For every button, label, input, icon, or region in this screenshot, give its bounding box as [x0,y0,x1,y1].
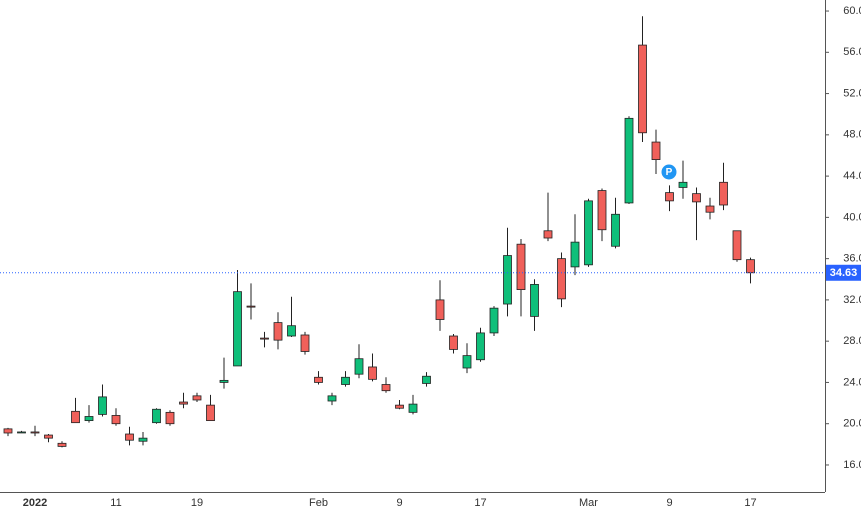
candle-body [314,376,323,383]
candle-body [219,379,229,383]
candle-body [165,411,175,425]
x-tick-label: 9 [666,497,672,509]
x-tick-label: 17 [744,497,756,509]
candle-body [125,433,134,441]
annotation-badge [661,164,677,180]
x-tick-label: Mar [579,497,598,509]
candle-body [44,434,53,439]
y-tick-label: 24.00 [843,376,861,388]
y-tick-label: 60.00 [843,5,861,17]
candle-body [422,375,431,384]
candle-body [692,193,701,203]
candle-body [138,437,148,442]
y-tick-label: 20.00 [843,418,861,430]
y-tick-label: 52.00 [843,87,861,99]
candle-body [638,44,647,134]
candle-body [3,428,13,434]
candle-body [30,431,40,434]
candle-body [260,337,269,340]
candle-body [489,307,499,334]
last-price-label: 34.63 [830,267,858,279]
last-price-box [826,264,861,281]
y-tick-label: 40.00 [843,211,861,223]
candle-body [435,299,445,320]
candle-body [233,291,242,367]
candle-body [732,230,742,261]
candle-body [570,241,580,268]
candle-body [503,255,512,305]
candle-body [381,384,391,392]
candle-body [300,334,310,352]
candle-body [584,200,593,266]
x-tick-label: Feb [309,497,328,509]
candle-body [678,181,688,188]
x-tick-label: 19 [191,497,203,509]
candle-body [354,358,364,375]
candle-body [111,415,121,425]
annotation-text: P [666,167,673,178]
annotation-marker: P [661,164,677,180]
candle-body [719,181,728,206]
candle-body [327,395,337,402]
candle-body [84,416,94,422]
candle-body [98,396,107,415]
candle-body [246,305,256,308]
candle-body [341,376,350,385]
y-tick-label: 56.00 [843,46,861,58]
candle-body [746,259,755,274]
y-tick-label: 28.00 [843,335,861,347]
candle-body [624,117,634,204]
candle-body [462,355,472,369]
candle-body [651,141,661,160]
candle-body [516,243,526,290]
candle-body [273,322,283,341]
candle-body [206,404,215,422]
candle-body [449,335,458,350]
candle-body [476,332,485,361]
candle-body [665,192,674,202]
candle-body [395,404,404,409]
candle-body [597,190,607,231]
x-tick-label: 2022 [23,497,47,509]
candle-body [287,325,296,337]
candle-body [408,403,418,413]
candle-body [530,284,539,317]
candle-body [368,366,377,380]
y-tick-label: 32.00 [843,294,861,306]
y-tick-label: 16.00 [843,459,861,471]
y-tick-label: 44.00 [843,170,861,182]
candle-body [179,401,188,405]
candle-body [705,205,715,213]
y-tick-label: 48.00 [843,129,861,141]
candle-body [57,442,67,447]
candle-body [192,395,202,401]
x-tick-label: 9 [396,497,402,509]
candle-body [17,431,26,434]
candle-body [71,410,80,424]
y-tick-label: 36.00 [843,253,861,265]
candle-body [152,408,161,424]
x-tick-label: 17 [474,497,486,509]
x-tick-label: 11 [110,497,121,509]
candle-body [611,213,620,247]
candle-body [543,230,553,239]
candle-body [557,258,566,300]
